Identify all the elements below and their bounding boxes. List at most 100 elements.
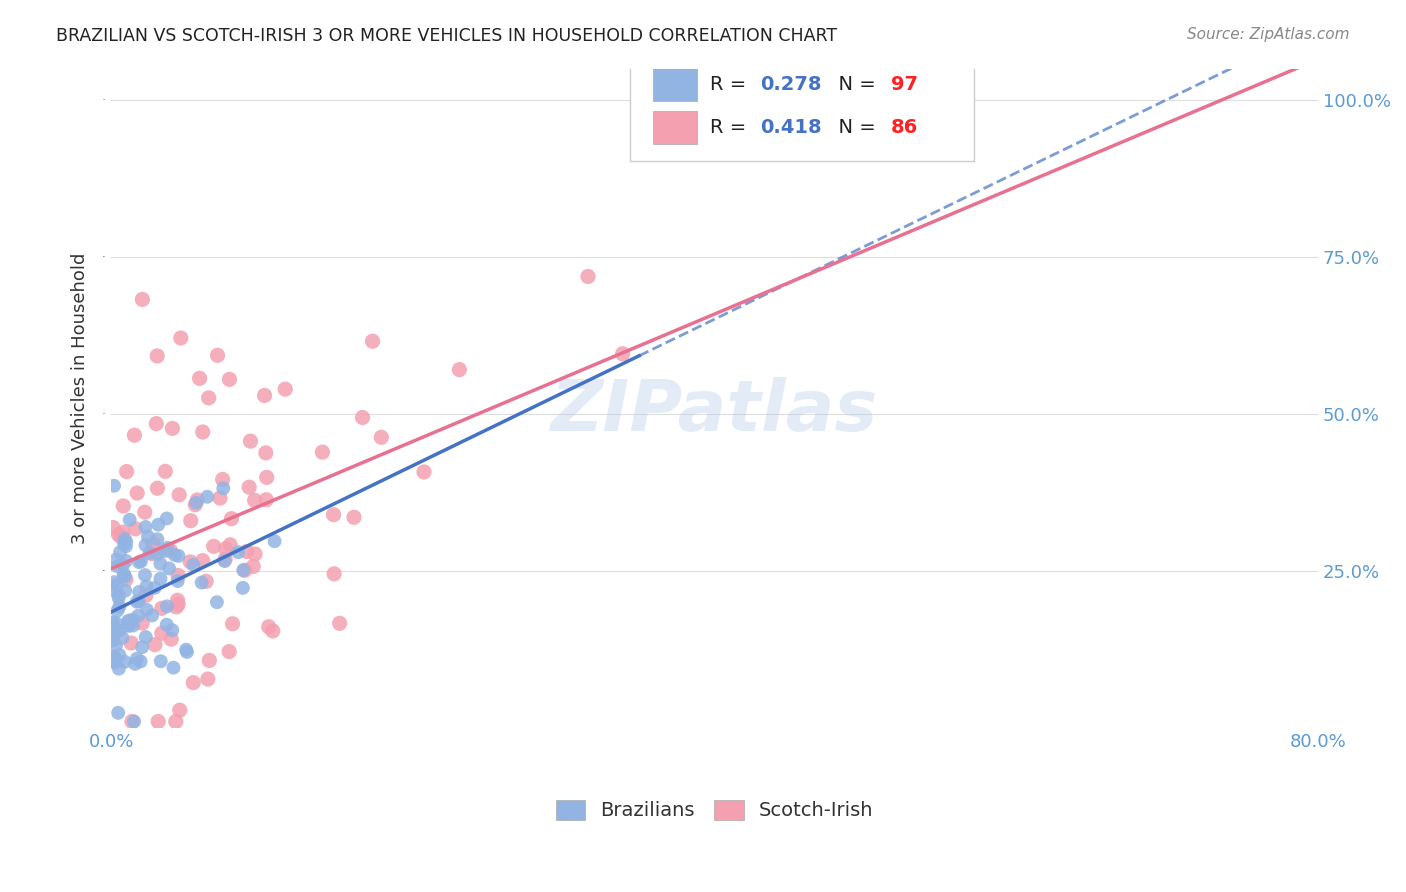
Point [195, 490, 218, 504]
Point [138, 546, 160, 560]
Point [114, 532, 136, 546]
Point [107, 706, 129, 720]
Text: ZIPatlas: ZIPatlas [551, 376, 879, 446]
Point [170, 331, 193, 345]
Point [238, 480, 260, 494]
Point [131, 616, 153, 631]
Point [226, 545, 249, 559]
Point [323, 566, 346, 581]
Point [162, 623, 184, 637]
Point [101, 583, 124, 598]
Point [124, 657, 146, 671]
Point [114, 583, 136, 598]
Point [100, 625, 122, 640]
Point [101, 618, 124, 632]
Point [239, 434, 262, 449]
Point [146, 349, 169, 363]
Point [111, 525, 134, 540]
Point [112, 569, 135, 583]
Point [145, 417, 167, 431]
Point [141, 608, 163, 623]
Point [103, 633, 125, 648]
Point [114, 655, 136, 669]
Point [122, 618, 145, 632]
Point [167, 549, 190, 563]
Point [167, 568, 190, 582]
Point [136, 530, 159, 544]
Point [115, 573, 138, 587]
Point [207, 348, 229, 362]
Point [107, 591, 129, 605]
Point [311, 445, 333, 459]
Point [115, 539, 138, 553]
Point [162, 421, 184, 435]
Point [180, 514, 202, 528]
Point [128, 594, 150, 608]
Point [361, 334, 384, 349]
Point [117, 614, 139, 628]
Point [107, 588, 129, 602]
Point [148, 714, 170, 729]
Point [115, 535, 138, 549]
Point [142, 537, 165, 551]
Point [103, 650, 125, 665]
Point [156, 511, 179, 525]
Point [112, 558, 135, 572]
Point [263, 534, 285, 549]
Point [160, 632, 183, 647]
Point [219, 538, 242, 552]
Text: Source: ZipAtlas.com: Source: ZipAtlas.com [1187, 27, 1350, 42]
Point [352, 410, 374, 425]
Text: 97: 97 [891, 75, 918, 94]
Text: R =: R = [710, 119, 752, 137]
Point [156, 617, 179, 632]
Point [209, 491, 232, 505]
Point [128, 585, 150, 599]
Point [212, 481, 235, 495]
Point [150, 601, 173, 615]
Point [105, 578, 128, 592]
Text: 0.418: 0.418 [761, 119, 823, 137]
Point [125, 595, 148, 609]
Point [576, 269, 599, 284]
Legend: Brazilians, Scotch-Irish: Brazilians, Scotch-Irish [546, 790, 883, 830]
Point [166, 574, 188, 588]
Point [257, 620, 280, 634]
Point [218, 644, 240, 658]
Point [143, 581, 166, 595]
Point [108, 599, 131, 614]
Point [232, 563, 254, 577]
Point [103, 479, 125, 493]
Point [153, 544, 176, 558]
Point [232, 581, 254, 595]
Point [215, 541, 238, 556]
Point [135, 630, 157, 644]
Point [114, 570, 136, 584]
Point [108, 624, 131, 638]
Text: 86: 86 [891, 119, 918, 137]
Point [134, 568, 156, 582]
Point [135, 603, 157, 617]
Point [449, 362, 471, 376]
Point [108, 545, 131, 559]
Point [214, 554, 236, 568]
Point [181, 675, 204, 690]
Point [121, 714, 143, 729]
Point [104, 552, 127, 566]
Point [156, 599, 179, 614]
Point [121, 613, 143, 627]
Point [370, 430, 392, 444]
Point [176, 645, 198, 659]
Point [162, 661, 184, 675]
Point [146, 481, 169, 495]
Point [262, 624, 284, 638]
Point [214, 552, 236, 566]
Point [134, 505, 156, 519]
Point [256, 470, 278, 484]
Point [165, 599, 187, 614]
Point [149, 654, 172, 668]
Point [243, 493, 266, 508]
Point [107, 527, 129, 541]
Point [191, 425, 214, 439]
Point [343, 510, 366, 524]
